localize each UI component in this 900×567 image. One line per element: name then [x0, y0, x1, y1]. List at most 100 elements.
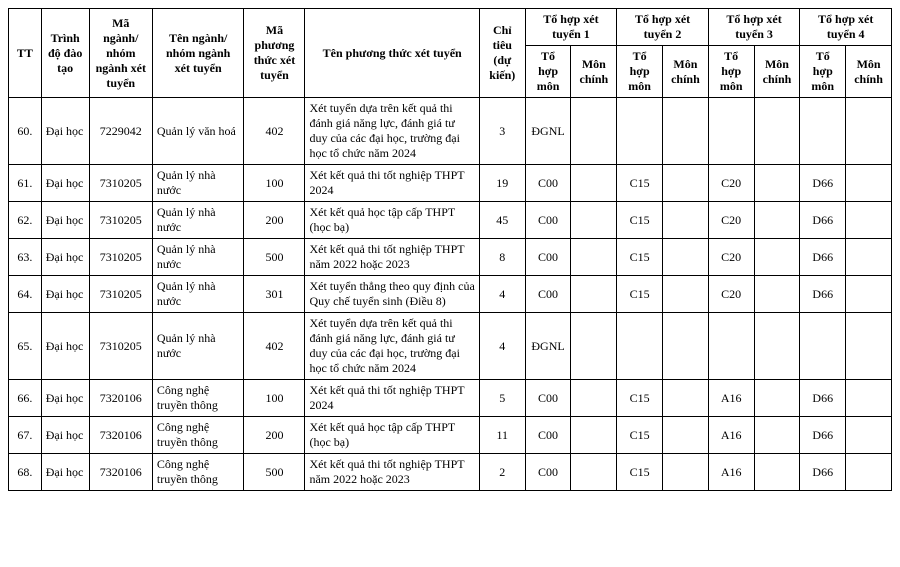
cell-mc2 — [663, 98, 709, 165]
cell-ma-phuong-thuc: 100 — [244, 380, 305, 417]
cell-mc1 — [571, 380, 617, 417]
cell-ma-nganh: 7310205 — [89, 313, 152, 380]
cell-th2: C15 — [617, 417, 663, 454]
cell-tt: 65. — [9, 313, 42, 380]
cell-trinh-do: Đại học — [41, 276, 89, 313]
cell-tt: 60. — [9, 98, 42, 165]
cell-ten-phuong-thuc: Xét kết quả thi tốt nghiệp THPT năm 2022… — [305, 454, 479, 491]
cell-th4: D66 — [800, 165, 846, 202]
cell-th2 — [617, 98, 663, 165]
table-row: 64.Đại học7310205Quản lý nhà nước301Xét … — [9, 276, 892, 313]
col-th3: Tổ hợp môn — [708, 46, 754, 98]
cell-th4 — [800, 98, 846, 165]
col-mc4: Môn chính — [846, 46, 892, 98]
cell-ma-nganh: 7310205 — [89, 165, 152, 202]
cell-ma-nganh: 7320106 — [89, 454, 152, 491]
cell-ma-nganh: 7310205 — [89, 239, 152, 276]
cell-mc2 — [663, 276, 709, 313]
cell-mc3 — [754, 454, 800, 491]
cell-th2: C15 — [617, 380, 663, 417]
col-mc1: Môn chính — [571, 46, 617, 98]
cell-th2: C15 — [617, 454, 663, 491]
col-ten-phuong-thuc: Tên phương thức xét tuyển — [305, 9, 479, 98]
cell-ma-phuong-thuc: 200 — [244, 202, 305, 239]
cell-mc1 — [571, 239, 617, 276]
cell-th1: C00 — [525, 239, 571, 276]
col-trinh-do: Trình độ đào tạo — [41, 9, 89, 98]
col-ma-phuong-thuc: Mã phương thức xét tuyển — [244, 9, 305, 98]
cell-th2: C15 — [617, 276, 663, 313]
cell-ten-phuong-thuc: Xét tuyển thẳng theo quy định của Quy ch… — [305, 276, 479, 313]
cell-mc1 — [571, 313, 617, 380]
cell-chi-tieu: 2 — [479, 454, 525, 491]
col-th1: Tổ hợp môn — [525, 46, 571, 98]
cell-tt: 63. — [9, 239, 42, 276]
cell-mc4 — [846, 417, 892, 454]
table-row: 63.Đại học7310205Quản lý nhà nước500Xét … — [9, 239, 892, 276]
cell-ten-phuong-thuc: Xét kết quả thi tốt nghiệp THPT năm 2022… — [305, 239, 479, 276]
cell-mc4 — [846, 313, 892, 380]
col-to-hop-1: Tổ hợp xét tuyển 1 — [525, 9, 617, 46]
cell-mc1 — [571, 454, 617, 491]
cell-ten-nganh: Quản lý nhà nước — [152, 239, 244, 276]
cell-th2: C15 — [617, 239, 663, 276]
cell-ten-nganh: Công nghệ truyền thông — [152, 417, 244, 454]
cell-ten-phuong-thuc: Xét tuyển dựa trên kết quả thi đánh giá … — [305, 98, 479, 165]
col-th4: Tổ hợp môn — [800, 46, 846, 98]
col-ma-nganh: Mã ngành/ nhóm ngành xét tuyển — [89, 9, 152, 98]
table-row: 60.Đại học7229042Quản lý văn hoá402Xét t… — [9, 98, 892, 165]
cell-th4: D66 — [800, 380, 846, 417]
cell-th4: D66 — [800, 276, 846, 313]
cell-ma-nganh: 7320106 — [89, 380, 152, 417]
cell-ten-phuong-thuc: Xét kết quả học tập cấp THPT (học bạ) — [305, 202, 479, 239]
cell-ma-nganh: 7310205 — [89, 276, 152, 313]
cell-mc1 — [571, 202, 617, 239]
cell-mc1 — [571, 165, 617, 202]
col-mc2: Môn chính — [663, 46, 709, 98]
cell-th3: A16 — [708, 380, 754, 417]
cell-mc3 — [754, 380, 800, 417]
cell-chi-tieu: 4 — [479, 313, 525, 380]
cell-mc3 — [754, 239, 800, 276]
cell-ma-phuong-thuc: 500 — [244, 454, 305, 491]
cell-th1: C00 — [525, 454, 571, 491]
cell-ten-nganh: Quản lý văn hoá — [152, 98, 244, 165]
cell-trinh-do: Đại học — [41, 239, 89, 276]
cell-mc3 — [754, 276, 800, 313]
cell-th3: C20 — [708, 202, 754, 239]
cell-ten-nganh: Quản lý nhà nước — [152, 276, 244, 313]
cell-trinh-do: Đại học — [41, 313, 89, 380]
cell-tt: 67. — [9, 417, 42, 454]
cell-th3 — [708, 313, 754, 380]
cell-ten-nganh: Quản lý nhà nước — [152, 165, 244, 202]
cell-ma-phuong-thuc: 200 — [244, 417, 305, 454]
col-th2: Tổ hợp môn — [617, 46, 663, 98]
cell-mc2 — [663, 202, 709, 239]
cell-th4: D66 — [800, 417, 846, 454]
cell-chi-tieu: 5 — [479, 380, 525, 417]
cell-ma-nganh: 7229042 — [89, 98, 152, 165]
cell-ten-phuong-thuc: Xét kết quả thi tốt nghiệp THPT 2024 — [305, 380, 479, 417]
cell-trinh-do: Đại học — [41, 380, 89, 417]
cell-chi-tieu: 45 — [479, 202, 525, 239]
cell-trinh-do: Đại học — [41, 454, 89, 491]
cell-mc3 — [754, 313, 800, 380]
col-to-hop-4: Tổ hợp xét tuyển 4 — [800, 9, 892, 46]
cell-mc2 — [663, 380, 709, 417]
cell-mc3 — [754, 417, 800, 454]
cell-mc1 — [571, 276, 617, 313]
cell-th3: C20 — [708, 239, 754, 276]
cell-ten-phuong-thuc: Xét kết quả thi tốt nghiệp THPT 2024 — [305, 165, 479, 202]
cell-tt: 62. — [9, 202, 42, 239]
cell-th1: C00 — [525, 165, 571, 202]
cell-mc2 — [663, 165, 709, 202]
table-row: 61.Đại học7310205Quản lý nhà nước100Xét … — [9, 165, 892, 202]
cell-tt: 64. — [9, 276, 42, 313]
cell-th3: A16 — [708, 417, 754, 454]
cell-mc4 — [846, 239, 892, 276]
cell-tt: 66. — [9, 380, 42, 417]
cell-ten-nganh: Quản lý nhà nước — [152, 313, 244, 380]
cell-th3: C20 — [708, 276, 754, 313]
cell-mc2 — [663, 417, 709, 454]
cell-th1: ĐGNL — [525, 313, 571, 380]
